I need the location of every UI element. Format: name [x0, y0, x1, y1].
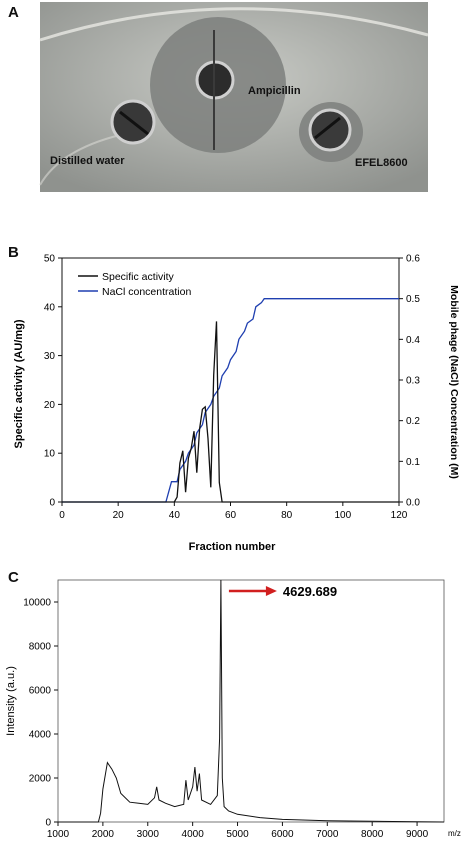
y2-tick-label: 0.5: [406, 294, 420, 305]
x-tick-label: 40: [169, 510, 181, 521]
series-activity-line: [62, 321, 399, 503]
panel-letter-b: B: [8, 244, 19, 261]
x-tick-label: 1000: [47, 829, 70, 840]
chart-b-legend: Specific activity NaCl concentration: [78, 271, 191, 298]
well-marker-right: [314, 116, 341, 140]
x-tick-label: 100: [334, 510, 351, 521]
peak-annotation: 4629.689: [228, 584, 337, 599]
y2-tick-label: 0.0: [406, 498, 420, 509]
x-tick-label: 5000: [226, 829, 249, 840]
legend-activity-label: Specific activity: [102, 271, 175, 283]
x-tick-label: 6000: [271, 829, 294, 840]
x-tick-label: 8000: [361, 829, 384, 840]
efel8600-well: [308, 108, 352, 152]
y-tick-label: 50: [44, 254, 56, 265]
y-tick-label: 30: [44, 351, 56, 362]
label-ampicillin: Ampicillin: [248, 85, 301, 97]
y-tick-label: 0: [49, 498, 55, 509]
y-tick-label: 4000: [29, 730, 52, 741]
x-tick-label: 2000: [92, 829, 115, 840]
y-tick-label: 2000: [29, 774, 52, 785]
chart-c-axes: [57, 579, 445, 823]
chart-c-ticks: 1000 2000 3000 4000 5000 6000 7000 8000 9000 0 200…: [23, 598, 428, 841]
series-spectrum-line: [58, 579, 445, 823]
y2-tick-label: 0.2: [406, 416, 420, 427]
label-distilled-water: Distilled water: [50, 155, 125, 167]
well-marker-left: [119, 110, 149, 136]
peak-arrow-head: [265, 586, 277, 596]
y-tick-label: 10: [44, 449, 56, 460]
y-tick-label: 40: [44, 302, 56, 313]
chart-c-xunit: m/z: [448, 829, 461, 838]
y-tick-label: 6000: [29, 686, 52, 697]
chart-c-frame: [57, 579, 445, 823]
y-tick-label: 10000: [23, 598, 51, 609]
chart-c: 1000 2000 3000 4000 5000 6000 7000 8000 9000 0 200…: [5, 579, 461, 841]
agar-plate-photo: Ampicillin Distilled water EFEL8600: [39, 2, 429, 192]
x-tick-label: 20: [113, 510, 125, 521]
chart-b-ylabel-right: Mobile phage (NaCl) Concentration (M): [448, 285, 460, 479]
y2-tick-label: 0.6: [406, 254, 420, 265]
panel-letter-c: C: [8, 569, 19, 586]
legend-nacl-label: NaCl concentration: [102, 286, 191, 298]
chart-b-xlabel: Fraction number: [189, 541, 277, 553]
x-tick-label: 60: [225, 510, 237, 521]
chart-b-ylabel-left: Specific activity (AU/mg): [13, 319, 25, 448]
series-nacl-line: [62, 298, 399, 503]
x-tick-label: 7000: [316, 829, 339, 840]
y-tick-label: 8000: [29, 642, 52, 653]
y2-tick-label: 0.3: [406, 376, 420, 387]
y2-tick-label: 0.4: [406, 335, 420, 346]
x-tick-label: 80: [281, 510, 293, 521]
y2-tick-label: 0.1: [406, 457, 420, 468]
plate-edge: [39, 134, 121, 186]
plate-rim: [39, 7, 429, 42]
panel-letter-a: A: [8, 4, 19, 21]
x-tick-label: 9000: [406, 829, 429, 840]
y-tick-label: 0: [45, 818, 51, 829]
x-tick-label: 120: [391, 510, 408, 521]
x-tick-label: 3000: [137, 829, 160, 840]
chart-b-ticks: 0 20 40 60 80 100 120 0 10 20 30 40 50 0.0 0.1 0.2 0.3 0.…: [44, 254, 420, 522]
peak-label: 4629.689: [283, 584, 337, 599]
chart-c-ylabel: Intensity (a.u.): [5, 666, 17, 736]
chart-b: 0 20 40 60 80 100 120 0 10 20 30 40 50 0.0 0.1 0.2 0.3 0.…: [13, 254, 460, 554]
label-efel8600: EFEL8600: [355, 157, 408, 169]
x-tick-label: 4000: [182, 829, 205, 840]
y-tick-label: 20: [44, 400, 56, 411]
x-tick-label: 0: [59, 510, 65, 521]
